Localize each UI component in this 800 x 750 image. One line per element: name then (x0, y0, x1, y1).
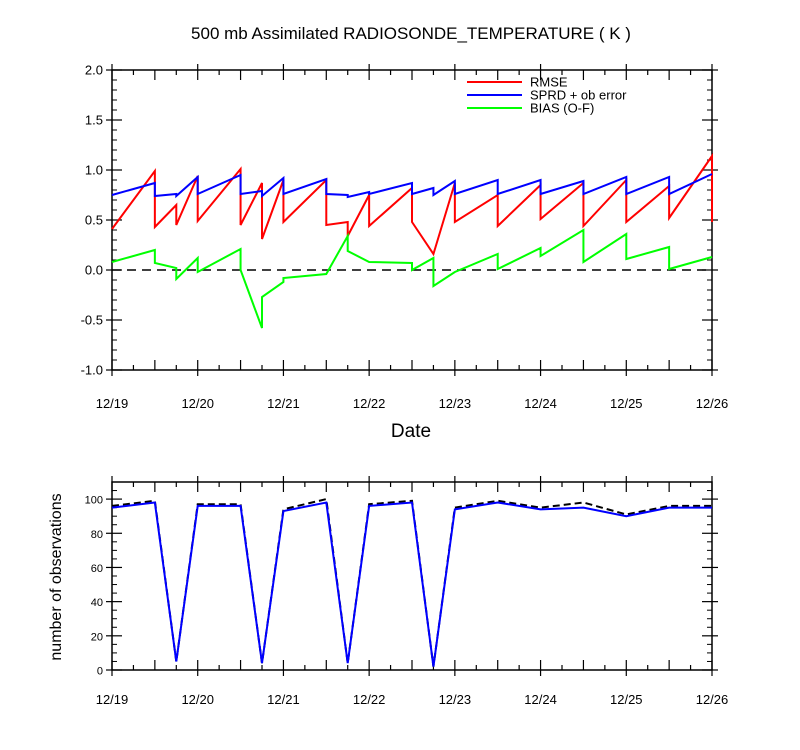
legend-label: RMSE (530, 75, 568, 90)
series-line-2 (111, 228, 713, 329)
x-tick-label: 12/22 (353, 396, 386, 411)
x-tick-label: 12/19 (96, 396, 129, 411)
x-axis-label: Date (391, 421, 431, 442)
x-tick-label: 12/25 (610, 692, 643, 707)
y-tick-label: -0.5 (81, 313, 103, 328)
y-tick-label: 60 (91, 563, 103, 575)
x-tick-label: 12/21 (267, 692, 300, 707)
x-tick-label: 12/24 (524, 396, 557, 411)
y-tick-label: 2.0 (85, 63, 103, 78)
series-line-0 (111, 497, 712, 667)
y-tick-label: 0.5 (85, 213, 103, 228)
series-line-0 (111, 152, 713, 257)
top-plot: 12/19 12/20 12/21 12/22 12/23 12/24 12/25 12/26… (81, 63, 729, 412)
x-tick-label: 12/25 (610, 396, 643, 411)
chart-title: 500 mb Assimilated RADIOSONDE_TEMPERATUR… (191, 24, 631, 43)
x-tick-label: 12/26 (696, 396, 729, 411)
x-tick-label: 12/23 (439, 396, 472, 411)
y-tick-label: 40 (91, 597, 103, 609)
y-tick-label: 80 (91, 529, 103, 541)
series-line-1 (111, 501, 712, 667)
y-tick-label: 20 (91, 631, 103, 643)
y-tick-label: -1.0 (81, 363, 103, 378)
y-tick-label: 0 (97, 666, 103, 678)
y-tick-label: 1.0 (85, 163, 103, 178)
x-tick-label: 12/20 (181, 396, 214, 411)
y-tick-label: 0.0 (85, 263, 103, 278)
series-line-1 (111, 173, 713, 199)
x-tick-label: 12/24 (524, 692, 557, 707)
y-tick-label: 1.5 (85, 113, 103, 128)
x-tick-label: 12/22 (353, 692, 386, 707)
y-axis-label: number of observations (48, 493, 65, 660)
x-tick-label: 12/26 (696, 692, 729, 707)
bottom-plot: 12/19 12/20 12/21 12/22 12/23 12/24 12/25 12/26… (85, 476, 729, 707)
x-tick-label: 12/20 (181, 692, 214, 707)
y-tick-label: 100 (85, 495, 103, 507)
x-tick-label: 12/23 (439, 692, 472, 707)
x-tick-label: 12/19 (96, 692, 129, 707)
legend-label: BIAS (O-F) (530, 101, 594, 116)
x-tick-label: 12/21 (267, 396, 300, 411)
legend-label: SPRD + ob error (530, 88, 627, 103)
